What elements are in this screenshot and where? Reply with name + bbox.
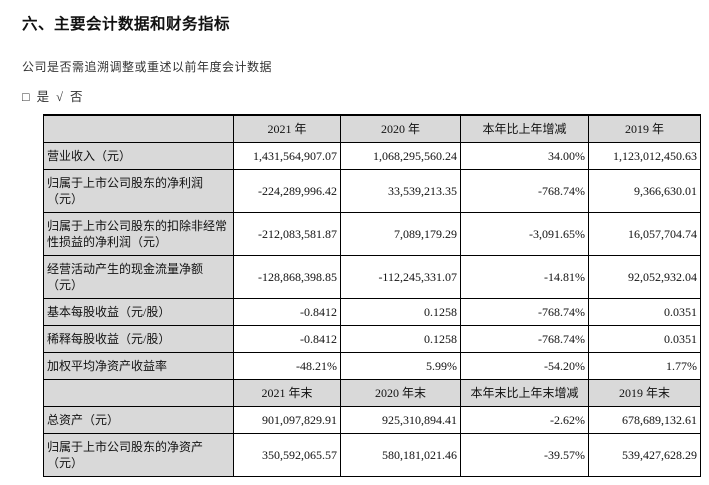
cell-2021: -128,868,398.85 bbox=[233, 255, 341, 299]
cell-2021: -0.8412 bbox=[233, 298, 341, 326]
option-yes-label: 是 bbox=[36, 90, 50, 104]
cell-2020: 0.1258 bbox=[340, 298, 461, 326]
cell-change: 34.00% bbox=[460, 142, 589, 170]
cell-2021: -212,083,581.87 bbox=[233, 212, 341, 256]
row-label: 归属于上市公司股东的扣除非经常性损益的净利润（元） bbox=[43, 212, 234, 256]
row-label: 稀释每股收益（元/股） bbox=[43, 325, 234, 353]
table-row-total-assets: 总资产（元） 901,097,829.91 925,310,894.41 -2.… bbox=[43, 406, 701, 434]
cell-2019: 0.0351 bbox=[588, 298, 701, 326]
cell-2020: 925,310,894.41 bbox=[340, 406, 461, 434]
restate-question: 公司是否需追溯调整或重述以前年度会计数据 bbox=[22, 60, 273, 74]
cell-2021: -0.8412 bbox=[233, 325, 341, 353]
table-row-weighted-avg-roe: 加权平均净资产收益率 -48.21% 5.99% -54.20% 1.77% bbox=[43, 352, 701, 380]
header-change: 本年比上年增减 bbox=[460, 114, 589, 143]
header-2020: 2020 年 bbox=[340, 114, 461, 143]
header-2021-end: 2021 年末 bbox=[233, 379, 341, 407]
cell-2020: 580,181,021.46 bbox=[340, 433, 461, 477]
header-2019: 2019 年 bbox=[588, 114, 701, 143]
cell-change: -2.62% bbox=[460, 406, 589, 434]
cell-change: -54.20% bbox=[460, 352, 589, 380]
page-title: 六、主要会计数据和财务指标 bbox=[22, 16, 231, 33]
cell-change: -39.57% bbox=[460, 433, 589, 477]
row-label: 经营活动产生的现金流量净额（元） bbox=[43, 255, 234, 299]
cell-2021: -224,289,996.42 bbox=[233, 169, 341, 213]
header-blank-cell bbox=[43, 379, 234, 407]
cell-2019: 16,057,704.74 bbox=[588, 212, 701, 256]
header-2020-end: 2020 年末 bbox=[340, 379, 461, 407]
financial-indicators-table: 2021 年 2020 年 本年比上年增减 2019 年 营业收入（元） 1,4… bbox=[43, 114, 701, 477]
cell-2021: -48.21% bbox=[233, 352, 341, 380]
header-blank-cell bbox=[43, 114, 234, 143]
table-row-operating-cash-flow: 经营活动产生的现金流量净额（元） -128,868,398.85 -112,24… bbox=[43, 255, 701, 299]
header-row-year-end: 2021 年末 2020 年末 本年末比上年末增减 2019 年末 bbox=[43, 379, 701, 407]
cell-2020: 33,539,213.35 bbox=[340, 169, 461, 213]
header-change-end: 本年末比上年末增减 bbox=[460, 379, 589, 407]
cell-2019: 539,427,628.29 bbox=[588, 433, 701, 477]
header-2021: 2021 年 bbox=[233, 114, 341, 143]
cell-2020: 0.1258 bbox=[340, 325, 461, 353]
table-row-net-profit-excl-nonrecurring: 归属于上市公司股东的扣除非经常性损益的净利润（元） -212,083,581.8… bbox=[43, 212, 701, 256]
cell-2021: 1,431,564,907.07 bbox=[233, 142, 341, 170]
header-2019-end: 2019 年末 bbox=[588, 379, 701, 407]
cell-2020: 1,068,295,560.24 bbox=[340, 142, 461, 170]
check-icon: √ bbox=[56, 90, 63, 104]
row-label: 归属于上市公司股东的净利润（元） bbox=[43, 169, 234, 213]
cell-2021: 350,592,065.57 bbox=[233, 433, 341, 477]
cell-2019: 1.77% bbox=[588, 352, 701, 380]
row-label: 归属于上市公司股东的净资产（元） bbox=[43, 433, 234, 477]
table-row-net-profit: 归属于上市公司股东的净利润（元） -224,289,996.42 33,539,… bbox=[43, 169, 701, 213]
cell-2019: 0.0351 bbox=[588, 325, 701, 353]
cell-2021: 901,097,829.91 bbox=[233, 406, 341, 434]
row-label: 基本每股收益（元/股） bbox=[43, 298, 234, 326]
option-no-label: 否 bbox=[69, 90, 83, 104]
header-row-annual: 2021 年 2020 年 本年比上年增减 2019 年 bbox=[43, 114, 701, 143]
row-label: 营业收入（元） bbox=[43, 142, 234, 170]
cell-2020: -112,245,331.07 bbox=[340, 255, 461, 299]
cell-2019: 1,123,012,450.63 bbox=[588, 142, 701, 170]
cell-change: -768.74% bbox=[460, 298, 589, 326]
checkbox-unchecked-icon: □ bbox=[22, 90, 30, 104]
cell-change: -14.81% bbox=[460, 255, 589, 299]
restate-answer-line: □ 是 √ 否 bbox=[22, 86, 700, 105]
row-label: 总资产（元） bbox=[43, 406, 234, 434]
table-row-diluted-eps: 稀释每股收益（元/股） -0.8412 0.1258 -768.74% 0.03… bbox=[43, 325, 701, 353]
table-row-basic-eps: 基本每股收益（元/股） -0.8412 0.1258 -768.74% 0.03… bbox=[43, 298, 701, 326]
cell-2019: 678,689,132.61 bbox=[588, 406, 701, 434]
cell-change: -768.74% bbox=[460, 169, 589, 213]
cell-2019: 9,366,630.01 bbox=[588, 169, 701, 213]
cell-change: -768.74% bbox=[460, 325, 589, 353]
row-label: 加权平均净资产收益率 bbox=[43, 352, 234, 380]
table-row-net-assets: 归属于上市公司股东的净资产（元） 350,592,065.57 580,181,… bbox=[43, 433, 701, 477]
cell-2020: 7,089,179.29 bbox=[340, 212, 461, 256]
table-row-revenue: 营业收入（元） 1,431,564,907.07 1,068,295,560.2… bbox=[43, 142, 701, 170]
cell-2019: 92,052,932.04 bbox=[588, 255, 701, 299]
cell-change: -3,091.65% bbox=[460, 212, 589, 256]
cell-2020: 5.99% bbox=[340, 352, 461, 380]
